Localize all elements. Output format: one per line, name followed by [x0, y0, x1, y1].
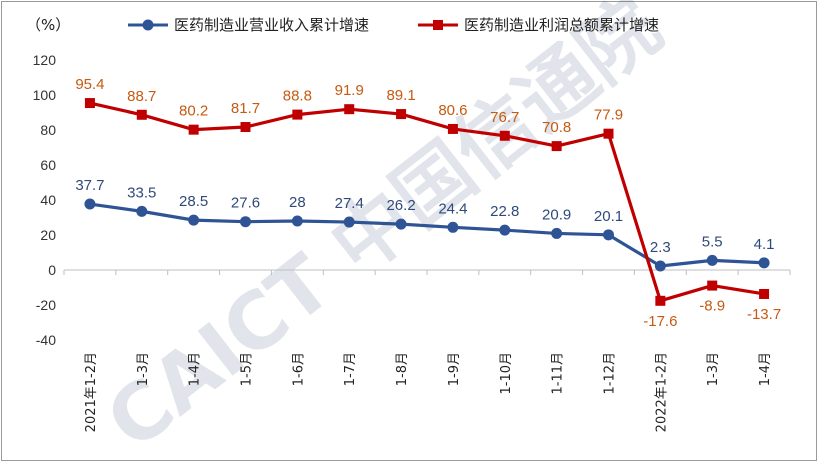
data-point	[447, 221, 459, 233]
x-tick-label: 1-3月	[136, 352, 151, 386]
legend-swatch-marker	[142, 19, 154, 31]
y-axis-unit: （%）	[26, 16, 70, 34]
x-tick-label: 1-4月	[758, 352, 773, 386]
data-point	[395, 218, 407, 230]
data-label: 80.6	[438, 102, 467, 119]
x-tick-label: 2021年1-2月	[84, 352, 99, 432]
data-label: 26.2	[386, 197, 415, 214]
x-tick-label: 1-7月	[343, 352, 358, 386]
data-point	[84, 198, 96, 210]
data-label: 80.2	[179, 103, 208, 120]
data-label: 91.9	[335, 82, 364, 99]
data-label: 89.1	[386, 87, 415, 104]
data-point	[292, 109, 303, 120]
data-point	[499, 224, 511, 236]
data-label: 95.4	[75, 76, 104, 93]
data-label: 22.8	[490, 203, 519, 220]
y-tick-label: 120	[33, 52, 57, 68]
series-line-1	[89, 202, 765, 268]
x-tick-label: 1-12月	[603, 352, 618, 395]
data-label: -13.7	[747, 306, 781, 323]
data-label: 5.5	[702, 233, 723, 250]
legend-label: 医药制造业营业收入累计增速	[174, 16, 369, 34]
y-tick-label: 100	[33, 87, 57, 103]
data-label: 20.1	[594, 208, 623, 225]
data-label: 27.4	[335, 195, 364, 212]
data-point	[188, 124, 199, 135]
data-point	[759, 288, 770, 299]
data-point	[655, 295, 666, 306]
y-tick-label: 40	[40, 192, 56, 208]
data-label: 76.7	[490, 109, 519, 126]
data-label: 28	[289, 194, 306, 211]
x-tick-label: 2022年1-2月	[654, 352, 669, 432]
data-label: -17.6	[643, 313, 677, 330]
data-point	[706, 254, 718, 266]
data-point	[707, 280, 718, 291]
y-tick-label: 20	[40, 227, 56, 243]
data-point	[396, 109, 407, 120]
x-tick-label: 1-11月	[551, 352, 566, 395]
data-label: 88.8	[283, 88, 312, 105]
data-label: 28.5	[179, 193, 208, 210]
data-point	[499, 130, 510, 141]
data-point	[551, 227, 563, 239]
x-tick-label: 1-10月	[499, 352, 514, 395]
data-point	[188, 214, 200, 226]
data-label: 77.9	[594, 107, 623, 124]
data-point	[291, 215, 303, 227]
series-line-2	[89, 101, 765, 303]
data-label: 20.9	[542, 206, 571, 223]
data-label: 70.8	[542, 119, 571, 136]
series-markers	[84, 98, 770, 306]
y-tick-label: -20	[36, 297, 56, 313]
data-labels: 37.7 33.5 28.5 27.6 28 27.4 26.2 24.4 22.8 20.9 20…	[75, 76, 781, 330]
y-tick-label: 60	[40, 157, 56, 173]
x-tick-label: 1-5月	[240, 352, 255, 386]
data-label: 4.1	[754, 236, 775, 253]
data-label: 88.7	[127, 88, 156, 105]
y-tick-label: 80	[40, 122, 56, 138]
data-point	[758, 257, 770, 269]
data-point	[551, 141, 562, 152]
data-point	[136, 109, 147, 120]
data-point	[603, 229, 614, 241]
data-label: 27.6	[231, 195, 260, 212]
data-label: 2.3	[650, 239, 671, 256]
x-tick-label: 1-6月	[291, 352, 306, 386]
data-label: 33.5	[127, 184, 156, 201]
x-tick-label: 1-9月	[447, 352, 462, 386]
x-tick-label: 1-4月	[188, 352, 203, 386]
watermark: CAICT 中国信通院	[91, 0, 678, 464]
data-label: 37.7	[75, 177, 104, 194]
series-lines	[89, 101, 765, 303]
legend-label: 医药制造业利润总额累计增速	[464, 16, 659, 34]
data-label: 24.4	[438, 200, 467, 217]
data-label: -8.9	[699, 298, 725, 315]
y-tick-label: 0	[48, 262, 56, 278]
zero-axis	[63, 269, 791, 275]
y-tick-label: -40	[36, 332, 56, 348]
x-axis-ticks: 2021年1-2月 1-3月 1-4月 1-5月 1-6月 1-7月 1-8月 1-9月 1-1…	[84, 352, 773, 432]
data-point	[343, 216, 355, 228]
legend-swatch-marker	[433, 20, 443, 30]
watermark-text: CAICT 中国信通院	[91, 0, 678, 464]
data-point	[240, 122, 251, 133]
data-label: 81.7	[231, 100, 260, 117]
y-axis-ticks: 120 100 80 60 40 20 0 -20 -40	[33, 52, 57, 348]
data-point	[136, 205, 148, 217]
data-point	[240, 216, 251, 228]
data-point	[447, 123, 458, 134]
data-point	[603, 128, 614, 139]
x-tick-label: 1-8月	[395, 352, 410, 386]
data-point	[344, 104, 355, 115]
x-tick-label: 1-3月	[706, 352, 721, 386]
legend: 医药制造业营业收入累计增速 医药制造业利润总额累计增速	[128, 16, 659, 34]
data-point	[84, 98, 95, 109]
data-point	[654, 260, 666, 272]
